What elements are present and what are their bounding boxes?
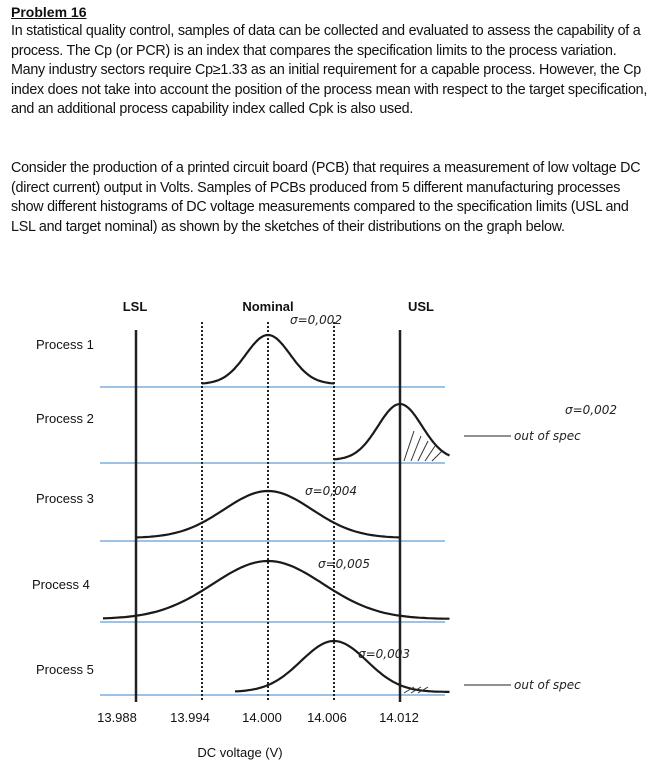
out-of-spec-hatch [403,686,415,694]
sigma-annotation: σ=0,002 [290,313,342,327]
problem-title: Problem 16 [11,4,87,20]
sigma-annotation: σ=0,004 [305,484,357,498]
x-tick-label: 13.988 [97,710,137,725]
out-of-spec-hatch [431,450,443,462]
process-label: Process 1 [36,337,94,352]
out-of-spec-hatch [410,686,422,694]
x-tick-label: 13.994 [170,710,210,725]
x-axis-label: DC voltage (V) [197,745,282,760]
spec-label-usl: USL [408,299,434,314]
x-tick-label: 14.000 [242,710,282,725]
distribution-curve-process-3 [135,489,401,539]
out-of-spec-hatch [403,430,415,462]
out-of-spec-hatch [417,686,429,694]
distribution-curve-process-1 [201,333,335,385]
process-label: Process 3 [36,491,94,506]
process-label: Process 5 [36,662,94,677]
process-label: Process 2 [36,411,94,426]
distribution-curve-process-2 [333,402,450,461]
out-of-spec-hatch [424,445,436,462]
sigma-annotation: σ=0,002 [565,403,617,417]
out-of-spec-hatch [410,435,422,462]
x-tick-label: 14.006 [307,710,347,725]
spec-label-nominal: Nominal [242,299,293,314]
out-of-spec-note: out of spec [514,429,581,443]
out-of-spec-hatch [417,440,429,462]
sigma-annotation: σ=0,003 [358,647,410,661]
distribution-curve-process-4 [102,559,450,620]
context-paragraph: Consider the production of a printed cir… [11,160,641,235]
intro-paragraph: In statistical quality control, samples … [11,23,648,117]
sigma-annotation: σ=0,005 [318,557,370,571]
out-of-spec-note: out of spec [514,678,581,692]
x-tick-label: 14.012 [379,710,419,725]
process-label: Process 4 [32,577,90,592]
spec-label-lsl: LSL [123,299,148,314]
distribution-curve-process-5 [234,639,450,693]
